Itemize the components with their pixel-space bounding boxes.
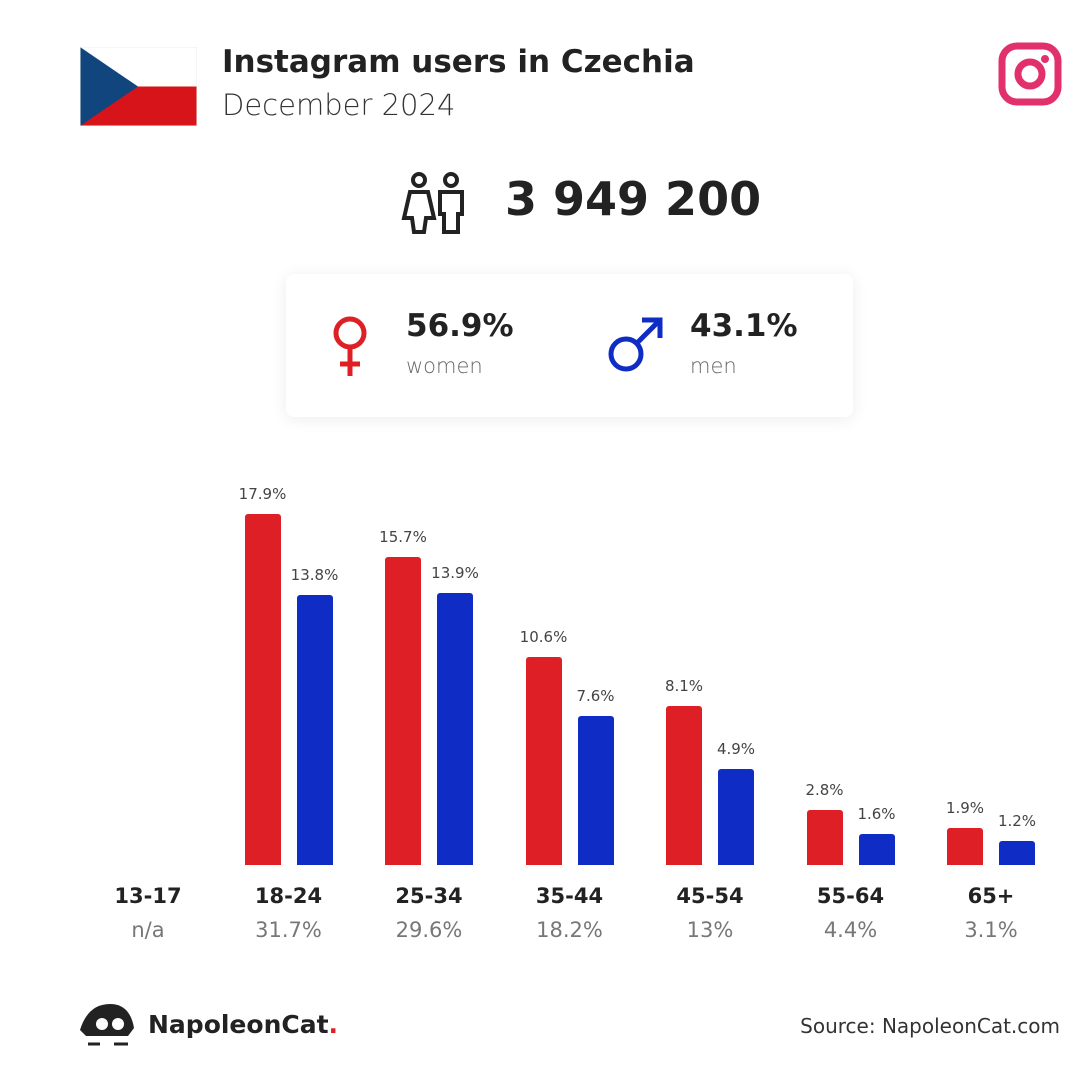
men-label: men bbox=[690, 354, 737, 378]
category-total: 3.1% bbox=[964, 918, 1018, 942]
women-label: women bbox=[406, 354, 483, 378]
bar-men-55-64 bbox=[858, 833, 895, 865]
source-text: Source: NapoleonCat.com bbox=[800, 1014, 1060, 1038]
bar-value-label: 8.1% bbox=[664, 677, 704, 696]
male-icon bbox=[608, 317, 663, 372]
bar-value-label: 15.7% bbox=[379, 528, 427, 547]
brand-name: NapoleonCat. bbox=[148, 1010, 338, 1039]
category-label: 55-64 bbox=[816, 884, 885, 908]
bar-women-18-24 bbox=[244, 514, 281, 865]
czech-flag-icon bbox=[80, 47, 197, 126]
category-total: n/a bbox=[131, 918, 165, 942]
category-total: 18.2% bbox=[536, 918, 603, 942]
category-label: 13-17 bbox=[114, 884, 182, 908]
bar-women-55-64 bbox=[806, 810, 843, 865]
page-subtitle: December 2024 bbox=[222, 88, 456, 122]
instagram-icon bbox=[998, 42, 1062, 106]
bar-men-25-34 bbox=[437, 592, 473, 865]
bar-value-label: 2.8% bbox=[805, 781, 844, 800]
bar-value-label: 13.8% bbox=[290, 565, 339, 584]
bar-women-45-54 bbox=[666, 706, 702, 865]
bar-men-45-54 bbox=[718, 768, 754, 865]
bar-men-18-24 bbox=[296, 594, 333, 865]
users-icon bbox=[401, 172, 464, 234]
bar-value-label: 1.2% bbox=[997, 812, 1037, 831]
brand-text: NapoleonCat bbox=[148, 1010, 329, 1039]
bar-value-label: 17.9% bbox=[238, 485, 287, 504]
category-label: 18-24 bbox=[254, 884, 323, 908]
bar-women-65+ bbox=[947, 827, 983, 865]
category-label: 45-54 bbox=[676, 884, 744, 908]
bar-women-35-44 bbox=[525, 657, 562, 865]
bar-women-25-34 bbox=[385, 557, 421, 865]
napoleoncat-logo-icon bbox=[80, 1004, 134, 1046]
category-label: 35-44 bbox=[535, 884, 604, 908]
bar-men-65+ bbox=[999, 841, 1035, 865]
bar-value-label: 10.6% bbox=[519, 628, 568, 647]
bar-value-label: 1.6% bbox=[857, 804, 896, 823]
category-total: 4.4% bbox=[823, 918, 878, 942]
bar-value-label: 1.9% bbox=[945, 798, 985, 817]
bar-value-label: 13.9% bbox=[431, 563, 479, 582]
men-percent: 43.1% bbox=[690, 308, 798, 344]
category-total: 13% bbox=[686, 918, 734, 942]
women-percent: 56.9% bbox=[406, 308, 514, 344]
category-total: 31.7% bbox=[255, 918, 322, 942]
brand-dot: . bbox=[328, 1010, 339, 1039]
female-icon bbox=[333, 316, 367, 376]
category-label: 65+ bbox=[967, 884, 1015, 908]
bar-value-label: 4.9% bbox=[716, 739, 756, 758]
page-title: Instagram users in Czechia bbox=[222, 44, 695, 80]
bar-value-label: 7.6% bbox=[576, 687, 615, 706]
category-label: 25-34 bbox=[395, 884, 463, 908]
category-total: 29.6% bbox=[395, 918, 463, 942]
bar-men-35-44 bbox=[577, 716, 614, 865]
gender-card: 56.9% women 43.1% men bbox=[286, 274, 853, 417]
total-users: 3 949 200 bbox=[505, 172, 762, 226]
